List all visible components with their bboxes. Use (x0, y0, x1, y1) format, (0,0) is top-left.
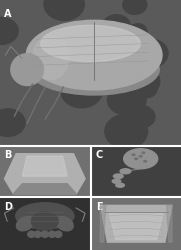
Ellipse shape (120, 169, 131, 174)
Circle shape (132, 154, 135, 156)
Circle shape (0, 18, 18, 44)
Ellipse shape (41, 26, 140, 62)
Circle shape (139, 156, 142, 157)
Circle shape (142, 152, 145, 154)
Ellipse shape (48, 231, 56, 237)
Ellipse shape (29, 44, 159, 95)
Circle shape (33, 58, 49, 71)
Text: E: E (96, 202, 102, 212)
Ellipse shape (112, 179, 121, 183)
Polygon shape (100, 206, 172, 242)
Ellipse shape (55, 231, 62, 237)
Circle shape (134, 80, 157, 98)
Ellipse shape (41, 231, 48, 237)
Ellipse shape (33, 36, 69, 80)
Circle shape (57, 69, 77, 85)
Circle shape (105, 114, 148, 148)
Circle shape (127, 106, 155, 128)
Circle shape (132, 39, 168, 68)
Circle shape (120, 66, 160, 97)
Polygon shape (167, 206, 172, 242)
Ellipse shape (16, 217, 34, 231)
Polygon shape (109, 213, 163, 240)
Polygon shape (5, 154, 85, 194)
Polygon shape (22, 156, 67, 176)
Ellipse shape (16, 203, 74, 229)
Circle shape (144, 160, 146, 162)
Text: D: D (5, 202, 12, 212)
Circle shape (103, 15, 130, 37)
Ellipse shape (116, 183, 124, 187)
Polygon shape (100, 206, 106, 242)
Circle shape (102, 66, 140, 97)
Ellipse shape (113, 174, 123, 178)
Circle shape (135, 158, 138, 160)
Circle shape (123, 0, 147, 14)
Circle shape (0, 109, 25, 136)
Ellipse shape (31, 212, 58, 230)
Circle shape (13, 68, 34, 84)
Ellipse shape (26, 20, 162, 90)
Ellipse shape (28, 231, 35, 237)
Circle shape (113, 116, 134, 133)
Circle shape (108, 84, 146, 115)
Ellipse shape (124, 149, 158, 169)
Polygon shape (13, 184, 76, 194)
Text: A: A (4, 9, 11, 19)
Ellipse shape (11, 54, 43, 86)
Circle shape (44, 0, 84, 20)
Text: B: B (5, 150, 12, 160)
Ellipse shape (34, 231, 41, 237)
Circle shape (129, 24, 147, 38)
Circle shape (61, 75, 102, 108)
Text: C: C (96, 150, 103, 160)
Ellipse shape (56, 217, 73, 231)
